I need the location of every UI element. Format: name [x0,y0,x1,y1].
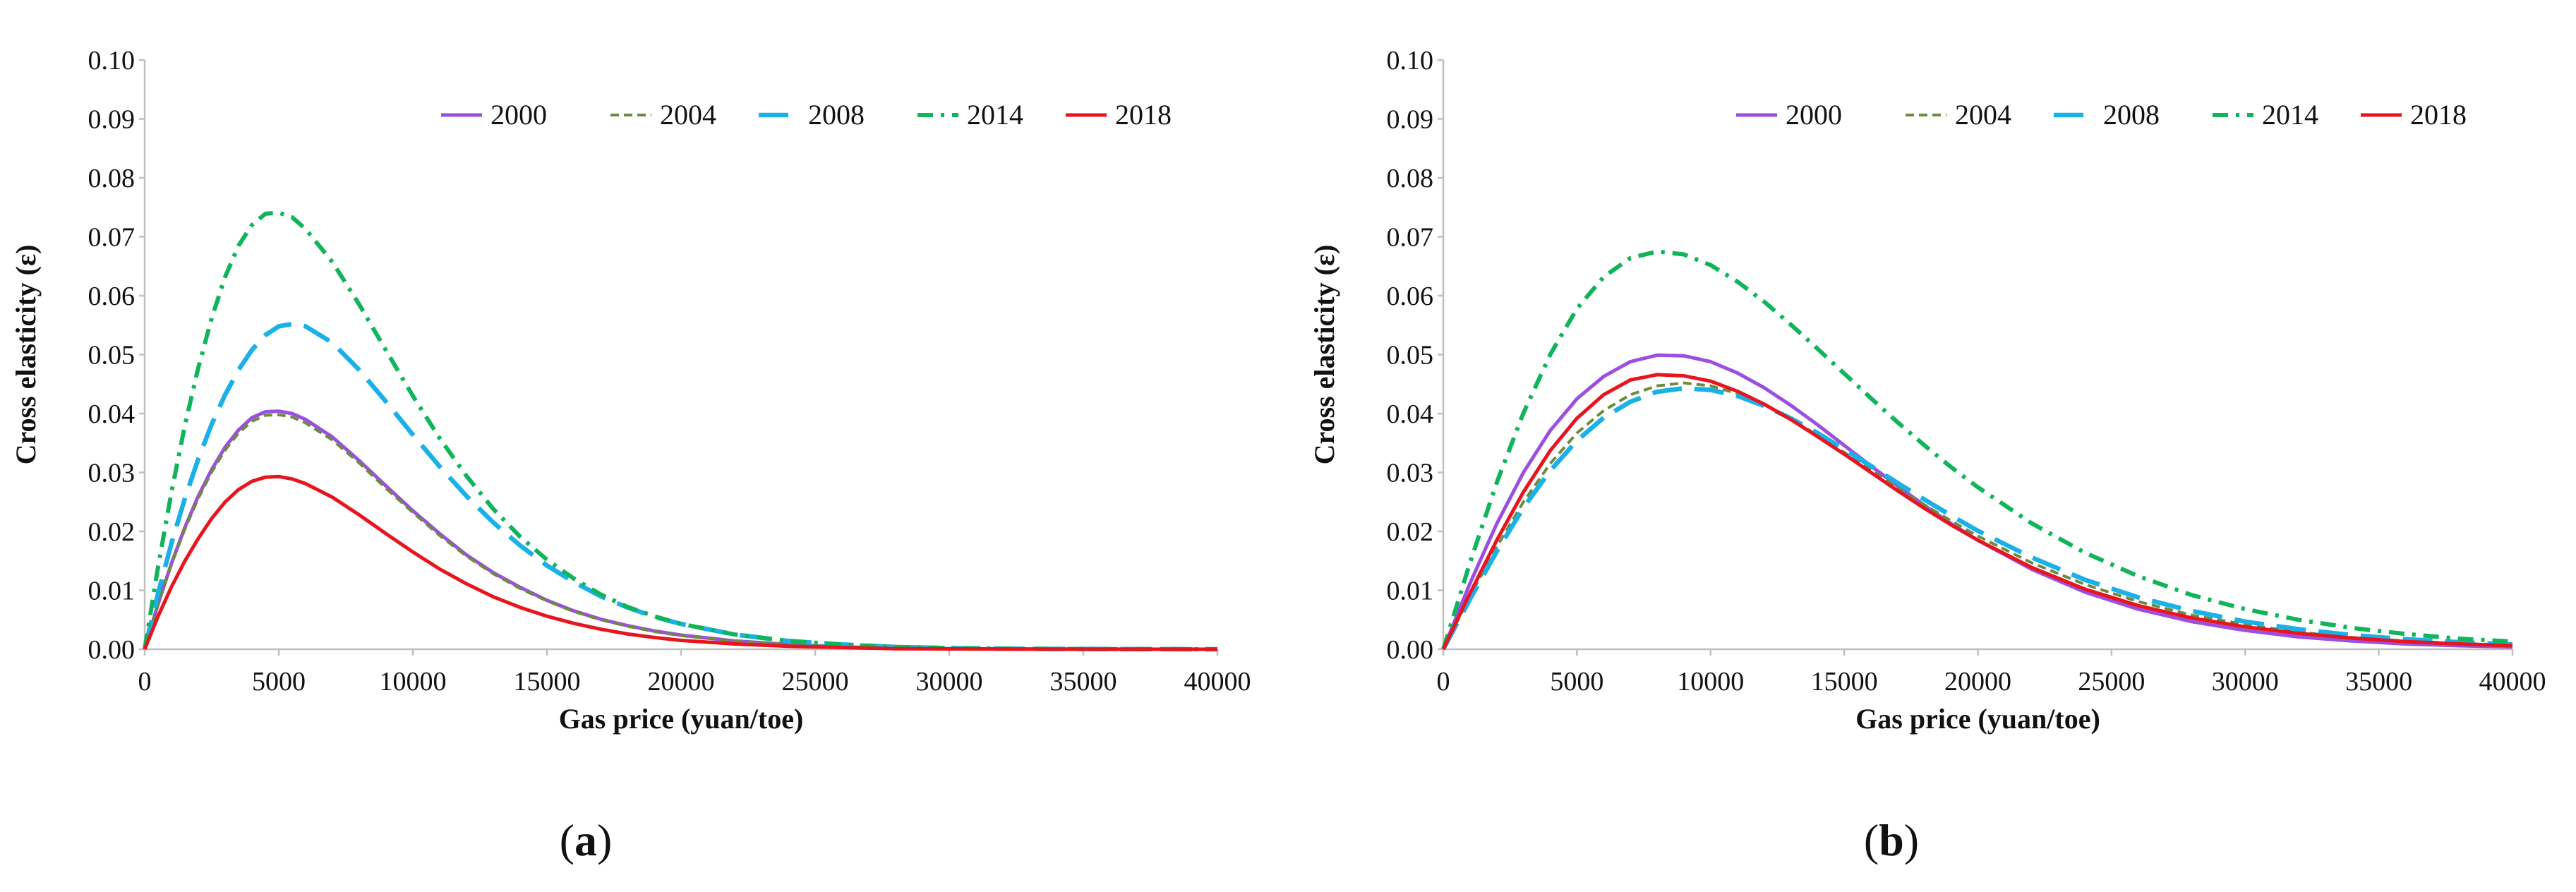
y-tick-label: 0.01 [88,577,136,606]
series-line-2000 [1441,353,2513,650]
y-tick-label: 0.04 [1387,399,1434,429]
y-tick-label: 0.06 [88,282,136,311]
y-tick-label: 0.07 [1387,223,1434,253]
x-tick-label: 30000 [916,667,983,697]
y-tick-label: 0.02 [1387,517,1434,547]
y-tick-label: 0.03 [88,459,136,488]
series-line-2004 [143,413,1217,651]
x-axis-title: Gas price (yuan/toe) [559,703,804,735]
legend: 2000 2004 2008 2014 2018 [441,99,1172,131]
x-tick-label: 20000 [1944,667,2011,697]
series-line-2000 [143,409,1217,651]
x-tick-label: 40000 [1184,667,1251,697]
y-tick-label: 0.02 [88,517,136,547]
legend-label-2000: 2000 [1786,99,1842,131]
x-tick-label: 25000 [2078,667,2145,697]
y-tick-label: 0.03 [1387,459,1434,488]
y-tick-label: 0.10 [88,46,136,76]
y-tick-label: 0.08 [88,164,136,193]
x-tick-label: 5000 [1550,667,1603,697]
x-tick-label: 0 [1437,667,1450,697]
chart-panel-b: 0.00 0.01 0.02 0.03 0.04 0.05 0.06 0.07 0.08 0.09… [1308,46,2546,735]
panel-label-a: (a) [560,815,613,865]
x-tick-label: 40000 [2479,667,2546,697]
legend-label-2018: 2018 [2410,99,2467,131]
series-line-2018 [143,474,1217,651]
legend-label-2000: 2000 [490,99,547,131]
chart-panel-a: 0.00 0.01 0.02 0.03 0.04 0.05 0.06 0.07 0.08 0.09… [10,46,1251,735]
legend: 2000 2004 2008 2014 2018 [1736,99,2467,131]
x-tick-label: 35000 [1050,667,1117,697]
y-tick-label: 0.06 [1387,282,1434,311]
legend-label-2008: 2008 [808,99,865,131]
y-tick-label: 0.09 [88,105,136,135]
y-tick-label: 0.05 [1387,341,1434,370]
x-tick-label: 10000 [380,667,447,697]
x-tick-label: 15000 [514,667,581,697]
x-tick-label: 30000 [2212,667,2279,697]
legend-label-2004: 2004 [660,99,716,131]
y-axis-title: Cross elasticity (ε) [10,245,42,465]
legend-label-2014: 2014 [967,99,1023,131]
x-tick-label: 15000 [1811,667,1878,697]
x-tick-label: 25000 [782,667,849,697]
y-tick-label: 0.10 [1387,46,1434,76]
y-tick-label: 0.09 [1387,105,1434,135]
y-tick-label: 0.00 [1387,635,1434,665]
x-axis-title: Gas price (yuan/toe) [1855,703,2100,735]
x-tick-label: 35000 [2345,667,2412,697]
series-line-2008 [142,321,1218,652]
y-tick-label: 0.01 [1387,577,1434,606]
y-tick-label: 0.05 [88,341,136,370]
y-tick-label: 0.07 [88,223,136,253]
series-line-2018 [1441,373,2513,651]
series-line-2014 [143,210,1218,651]
y-axis-title: Cross elasticity (ε) [1308,245,1340,465]
legend-label-2018: 2018 [1115,99,1172,131]
legend-label-2004: 2004 [1955,99,2011,131]
series-line-2014 [1441,249,2513,650]
y-tick-label: 0.08 [1387,164,1434,193]
y-tick-label: 0.04 [88,399,136,429]
y-tick-label: 0.00 [88,635,136,665]
panel-label-b: (b) [1864,815,1919,865]
legend-label-2008: 2008 [2103,99,2160,131]
x-tick-label: 0 [138,667,152,697]
x-tick-label: 20000 [648,667,715,697]
legend-label-2014: 2014 [2262,99,2318,131]
series-line-2008 [1441,385,2513,651]
x-tick-label: 10000 [1677,667,1744,697]
series-line-2004 [1442,381,2513,650]
x-tick-label: 5000 [252,667,306,697]
